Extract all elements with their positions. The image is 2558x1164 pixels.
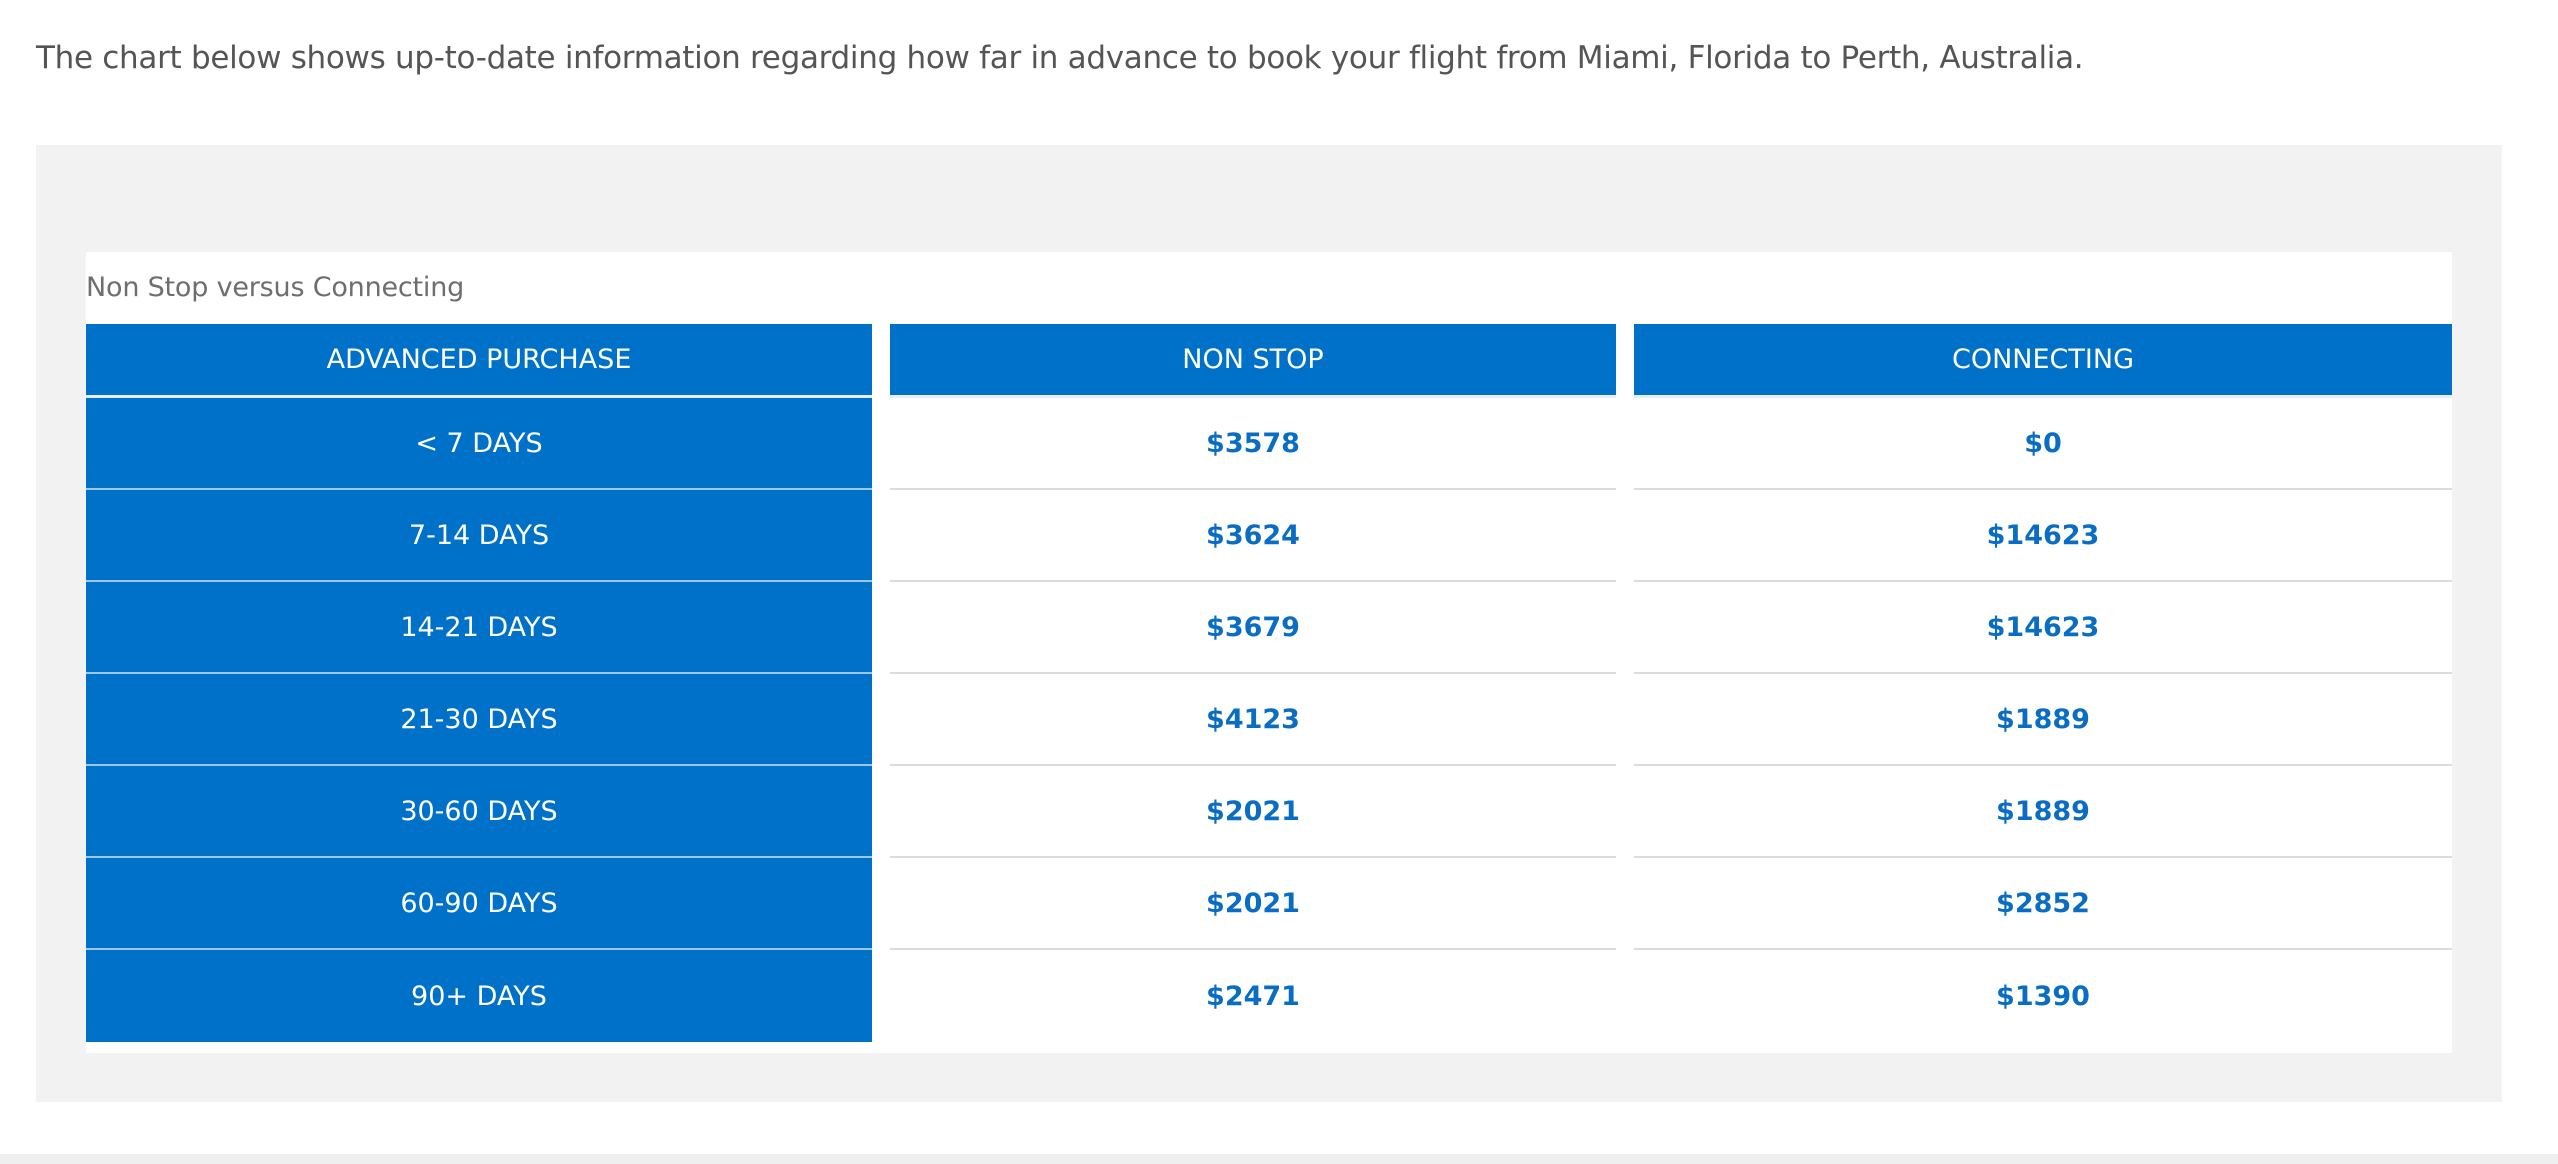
header-advanced-purchase: ADVANCED PURCHASE [86,324,872,398]
non-stop-price-cell: $3578 [890,398,1616,490]
purchase-window-cell: 7-14 DAYS [86,490,872,582]
purchase-window-cell: 21-30 DAYS [86,674,872,766]
header-non-stop: NON STOP [890,324,1616,398]
non-stop-price-cell: $3679 [890,582,1616,674]
connecting-price-cell: $1889 [1634,674,2452,766]
purchase-window-cell-group: < 7 DAYS 7-14 DAYS 14-21 DAYS 21-30 DAYS 30-… [86,398,872,1042]
connecting-price-cell-group: $0 $14623 $14623 $1889 $1889 $2852 $1390 [1634,398,2452,1042]
chart-panel: Non Stop versus Connecting ADVANCED PURC… [36,145,2502,1102]
purchase-window-cell: 60-90 DAYS [86,858,872,950]
column-non-stop: NON STOP $3578 $3624 $3679 $4123 $2021 $2021 $… [890,324,1616,1042]
non-stop-price-cell-group: $3578 $3624 $3679 $4123 $2021 $2021 $2471 [890,398,1616,1042]
non-stop-price-cell: $3624 [890,490,1616,582]
column-advanced-purchase: ADVANCED PURCHASE < 7 DAYS 7-14 DAYS 14-21… [86,324,872,1042]
non-stop-price-cell: $4123 [890,674,1616,766]
intro-text: The chart below shows up-to-date informa… [36,40,2084,76]
connecting-price-cell: $2852 [1634,858,2452,950]
non-stop-price-cell: $2471 [890,950,1616,1042]
purchase-window-cell: 14-21 DAYS [86,582,872,674]
connecting-price-cell: $1889 [1634,766,2452,858]
non-stop-price-cell: $2021 [890,766,1616,858]
page-bottom-divider [0,1154,2558,1164]
connecting-price-cell: $14623 [1634,490,2452,582]
connecting-price-cell: $1390 [1634,950,2452,1042]
table-caption: Non Stop versus Connecting [86,272,465,303]
column-connecting: CONNECTING $0 $14623 $14623 $1889 $1889 $2852… [1634,324,2452,1042]
purchase-window-cell: < 7 DAYS [86,398,872,490]
price-table: Non Stop versus Connecting ADVANCED PURC… [86,252,2452,1053]
purchase-window-cell: 90+ DAYS [86,950,872,1042]
connecting-price-cell: $14623 [1634,582,2452,674]
non-stop-price-cell: $2021 [890,858,1616,950]
connecting-price-cell: $0 [1634,398,2452,490]
header-connecting: CONNECTING [1634,324,2452,398]
purchase-window-cell: 30-60 DAYS [86,766,872,858]
